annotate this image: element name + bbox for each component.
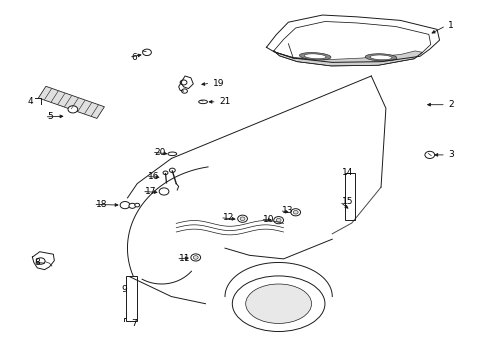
Text: 6: 6: [131, 53, 137, 62]
Text: 15: 15: [341, 197, 353, 206]
Text: 7: 7: [131, 319, 137, 328]
Circle shape: [120, 202, 130, 209]
Circle shape: [293, 211, 298, 214]
Circle shape: [290, 209, 300, 216]
Text: 21: 21: [219, 97, 230, 106]
Bar: [126, 276, 137, 320]
Ellipse shape: [198, 100, 207, 104]
Text: 10: 10: [263, 215, 274, 224]
Text: 2: 2: [447, 100, 453, 109]
Circle shape: [424, 151, 434, 158]
Ellipse shape: [245, 284, 311, 323]
Text: 17: 17: [144, 187, 156, 196]
Circle shape: [36, 258, 45, 264]
Circle shape: [169, 168, 175, 172]
Circle shape: [193, 256, 198, 259]
Text: 14: 14: [341, 168, 353, 177]
Circle shape: [180, 80, 186, 85]
Text: 3: 3: [447, 150, 453, 159]
Polygon shape: [38, 86, 104, 118]
Circle shape: [237, 215, 247, 222]
Text: 8: 8: [35, 258, 41, 267]
Text: 18: 18: [96, 200, 107, 209]
Ellipse shape: [304, 54, 325, 59]
Text: 11: 11: [178, 255, 190, 264]
Circle shape: [276, 219, 281, 222]
Text: 19: 19: [212, 79, 224, 88]
Circle shape: [135, 203, 140, 207]
Text: 9: 9: [122, 285, 127, 294]
Circle shape: [273, 217, 283, 224]
Circle shape: [163, 171, 167, 175]
Text: 4: 4: [27, 97, 33, 106]
Ellipse shape: [369, 55, 391, 60]
Ellipse shape: [365, 54, 396, 61]
Circle shape: [240, 217, 244, 221]
Bar: [344, 173, 354, 220]
Ellipse shape: [232, 276, 325, 332]
Circle shape: [142, 49, 151, 55]
Text: 5: 5: [47, 112, 53, 121]
Text: 20: 20: [154, 148, 165, 157]
Circle shape: [190, 254, 200, 261]
Text: 13: 13: [282, 206, 293, 215]
Ellipse shape: [299, 53, 330, 60]
Text: 1: 1: [447, 21, 453, 30]
Text: 16: 16: [148, 172, 160, 181]
Text: 12: 12: [222, 213, 233, 222]
Circle shape: [181, 89, 187, 93]
Circle shape: [68, 106, 78, 113]
Circle shape: [129, 203, 136, 208]
Polygon shape: [273, 51, 422, 66]
Circle shape: [159, 188, 168, 195]
Ellipse shape: [167, 152, 176, 156]
